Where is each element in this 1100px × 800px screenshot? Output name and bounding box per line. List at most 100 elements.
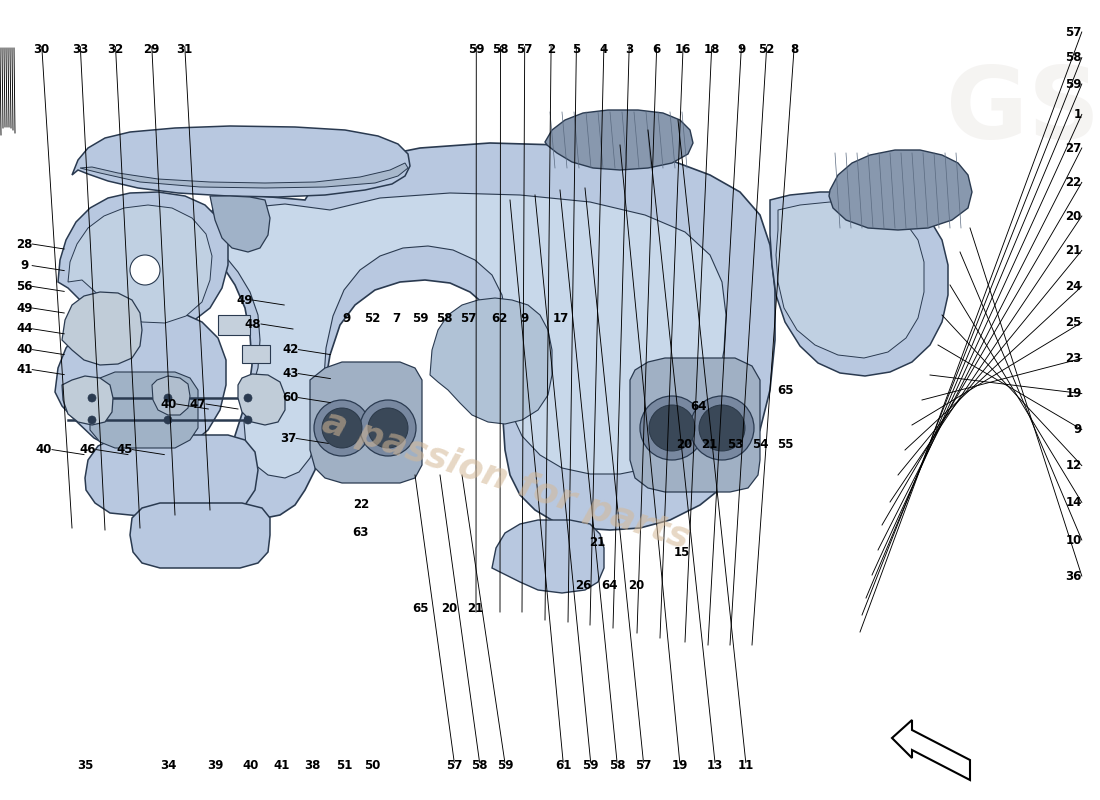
Text: 1: 1	[1074, 108, 1081, 121]
Text: 8: 8	[790, 43, 799, 56]
Circle shape	[244, 394, 252, 402]
Text: 49: 49	[236, 294, 253, 306]
Text: 21: 21	[702, 438, 717, 450]
Text: 20: 20	[676, 438, 692, 450]
Circle shape	[88, 416, 96, 424]
Text: 58: 58	[472, 759, 488, 772]
Text: 36: 36	[1066, 570, 1081, 582]
Text: 28: 28	[16, 238, 32, 250]
Text: 19: 19	[672, 759, 688, 772]
Text: 59: 59	[469, 43, 484, 56]
Text: 11: 11	[738, 759, 754, 772]
Text: 4: 4	[600, 43, 608, 56]
Text: 57: 57	[461, 312, 476, 325]
Circle shape	[314, 400, 370, 456]
Polygon shape	[130, 503, 270, 568]
Text: 29: 29	[144, 43, 159, 56]
Text: 21: 21	[590, 536, 605, 549]
Text: 42: 42	[283, 343, 298, 356]
Bar	[218, 315, 250, 335]
Polygon shape	[62, 376, 113, 425]
Text: 54: 54	[751, 438, 768, 450]
Text: 12: 12	[1066, 459, 1081, 472]
Text: 40: 40	[243, 759, 258, 772]
Text: 18: 18	[704, 43, 719, 56]
Text: 9: 9	[737, 43, 746, 56]
Text: 59: 59	[1065, 78, 1081, 90]
Bar	[242, 345, 270, 363]
Text: 21: 21	[1066, 244, 1081, 257]
Text: 40: 40	[36, 443, 52, 456]
Text: 5: 5	[572, 43, 581, 56]
Circle shape	[164, 416, 172, 424]
Text: 14: 14	[1066, 496, 1081, 509]
Text: 62: 62	[492, 312, 507, 325]
Polygon shape	[210, 196, 270, 252]
Circle shape	[690, 396, 754, 460]
Text: 17: 17	[553, 312, 569, 325]
Circle shape	[322, 408, 362, 448]
Polygon shape	[892, 720, 970, 780]
Polygon shape	[430, 298, 552, 424]
Text: 23: 23	[1066, 352, 1081, 365]
Text: 21: 21	[468, 602, 483, 614]
Text: 61: 61	[556, 759, 571, 772]
Text: 50: 50	[364, 759, 380, 772]
Polygon shape	[90, 372, 198, 448]
Text: 40: 40	[161, 398, 176, 410]
Polygon shape	[310, 362, 422, 483]
Text: 24: 24	[1066, 280, 1081, 293]
Text: 65: 65	[411, 602, 429, 614]
Circle shape	[360, 400, 416, 456]
Text: 53: 53	[727, 438, 742, 450]
Text: 32: 32	[108, 43, 123, 56]
Text: 20: 20	[1066, 210, 1081, 222]
Text: 30: 30	[34, 43, 50, 56]
Text: 58: 58	[493, 43, 508, 56]
Text: 25: 25	[1066, 316, 1081, 329]
Text: 57: 57	[1066, 26, 1081, 38]
Text: 51: 51	[337, 759, 352, 772]
Text: 39: 39	[208, 759, 223, 772]
Text: 58: 58	[436, 312, 453, 325]
Circle shape	[649, 405, 695, 451]
Text: 16: 16	[675, 43, 691, 56]
Text: a passion for parts: a passion for parts	[318, 405, 694, 555]
Polygon shape	[85, 435, 258, 516]
Polygon shape	[72, 126, 410, 197]
Text: 41: 41	[16, 363, 32, 376]
Text: 59: 59	[497, 759, 514, 772]
Text: 48: 48	[244, 318, 262, 330]
Polygon shape	[62, 292, 142, 365]
Polygon shape	[55, 308, 225, 455]
Text: 20: 20	[628, 579, 643, 592]
Polygon shape	[630, 358, 760, 492]
Polygon shape	[770, 192, 948, 376]
Text: 65: 65	[777, 384, 794, 397]
Polygon shape	[544, 110, 693, 170]
Text: 41: 41	[274, 759, 289, 772]
Polygon shape	[776, 202, 924, 358]
Text: 44: 44	[15, 322, 33, 335]
Polygon shape	[829, 150, 972, 230]
Text: 3: 3	[625, 43, 634, 56]
Text: 55: 55	[777, 438, 794, 450]
Circle shape	[244, 416, 252, 424]
Polygon shape	[152, 376, 190, 415]
Text: 2: 2	[547, 43, 556, 56]
Text: 47: 47	[190, 398, 206, 410]
Text: 57: 57	[636, 759, 651, 772]
Circle shape	[88, 394, 96, 402]
Text: 52: 52	[364, 312, 380, 325]
Text: 7: 7	[392, 312, 400, 325]
Text: 46: 46	[79, 443, 97, 456]
Text: 15: 15	[674, 546, 690, 558]
Text: 9: 9	[342, 312, 351, 325]
Text: 33: 33	[73, 43, 88, 56]
Text: 9: 9	[20, 259, 29, 272]
Circle shape	[164, 394, 172, 402]
Text: 59: 59	[411, 312, 429, 325]
Text: 63: 63	[353, 526, 369, 538]
Text: GS: GS	[946, 63, 1100, 161]
Polygon shape	[80, 163, 408, 188]
